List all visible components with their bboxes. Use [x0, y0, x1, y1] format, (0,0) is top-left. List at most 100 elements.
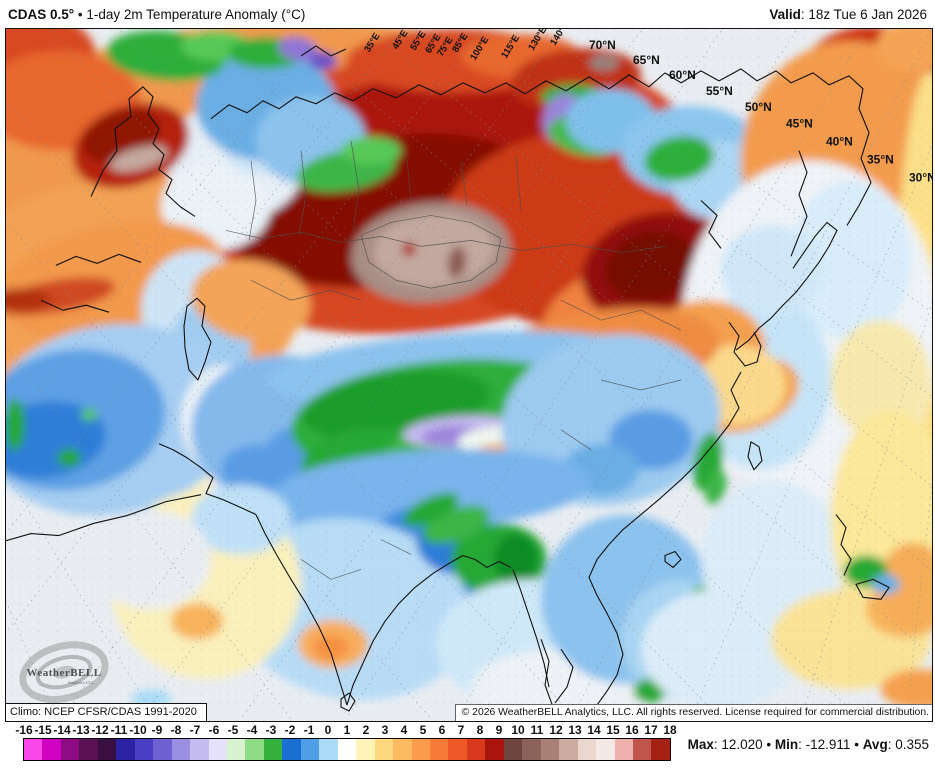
colorbar-cell	[245, 739, 264, 760]
colorbar-cell	[651, 739, 670, 760]
min-label: Min	[774, 737, 799, 752]
border-path	[350, 140, 360, 231]
latitude-label: 70°N	[589, 38, 616, 52]
colorbar-tick: -14	[53, 723, 71, 737]
graticule-line	[6, 30, 322, 435]
colorbar-cell	[559, 739, 578, 760]
coastline-path	[664, 550, 682, 568]
colorbar-tick: 0	[324, 723, 332, 737]
colorbar-tick-labels: -16 -15 -14 -13 -12 -11 -10 -9 -8 -7 -6 -5 -4 -3 -2 -1 0…	[15, 723, 676, 737]
colorbar-cell	[540, 739, 560, 760]
coastline-path	[300, 45, 347, 57]
border-path	[515, 155, 522, 211]
colorbar-tick: -3	[265, 723, 277, 737]
latitude-label: 45°N	[786, 117, 813, 131]
colorbar-tick: -9	[151, 723, 163, 737]
admin-borders	[225, 140, 682, 580]
avg-label: Avg	[862, 737, 888, 752]
colorbar-cell	[116, 739, 135, 760]
coastline-path	[512, 569, 550, 688]
colorbar-tick: 2	[362, 723, 370, 737]
colorbar-tick: 7	[457, 723, 465, 737]
colorbar-cell	[429, 739, 449, 760]
header-bar: CDAS 0.5° • 1-day 2m Temperature Anomaly…	[0, 0, 935, 28]
colorbar-cell	[632, 739, 652, 760]
latitude-label: 65°N	[633, 53, 660, 67]
coastline-path	[352, 72, 666, 102]
map-frame: 70°N65°N60°N55°N50°N45°N40°N35°N30°N35°E…	[5, 28, 933, 722]
colorbar-cell	[319, 739, 338, 760]
colorbar-tick: 16	[625, 723, 639, 737]
avg-value: : 0.355	[887, 737, 929, 752]
border-path	[248, 160, 257, 241]
min-value: : -12.911	[798, 737, 851, 752]
colorbar-tick: -1	[303, 723, 315, 737]
colorbar-cell	[596, 739, 615, 760]
coastline-path	[540, 639, 554, 708]
colorbar-tick: 5	[419, 723, 427, 737]
coastline-path	[608, 371, 742, 545]
colorbar-tick: 6	[438, 723, 446, 737]
colorbar-tick: -4	[246, 723, 258, 737]
stats-sep: •	[850, 737, 863, 752]
max-value: : 12.020	[713, 737, 763, 752]
copyright-note: © 2026 WeatherBELL Analytics, LLC. All r…	[454, 704, 932, 721]
colorbar-tick: -12	[91, 723, 109, 737]
colorbar-tick: 11	[530, 723, 544, 737]
border-path	[600, 379, 682, 391]
colorbar-tick: 14	[587, 723, 601, 737]
graticule-line	[6, 345, 292, 720]
title-separator: •	[74, 6, 87, 22]
colorbar-cell	[171, 739, 191, 760]
graticule	[6, 30, 932, 720]
colorbar-cell	[448, 739, 467, 760]
colorbar-cell	[226, 739, 246, 760]
colorbar-cell	[356, 739, 375, 760]
climo-note: Climo: NCEP CFSR/CDAS 1991-2020	[6, 703, 207, 721]
colorbar-tick: -8	[170, 723, 182, 737]
logo-swirl-core	[53, 665, 75, 679]
colorbar-cell	[300, 739, 320, 760]
colorbar-cell	[24, 739, 43, 760]
logo-subtitle: Analytics LLC	[68, 680, 95, 685]
colorbar-tick: -2	[284, 723, 296, 737]
model-name: CDAS 0.5°	[8, 6, 75, 22]
logo-swirl-outer	[19, 641, 109, 703]
graticule-line	[6, 472, 157, 720]
latitude-label: 35°N	[867, 153, 894, 167]
latitude-label: 55°N	[706, 84, 733, 98]
coastline-path	[664, 68, 872, 226]
graticule-line	[200, 30, 932, 657]
graticule-line	[6, 220, 432, 720]
coastline-path	[462, 554, 512, 568]
colorbar-cell	[208, 739, 227, 760]
coastline-path	[55, 253, 142, 266]
colorbar-tick: 18	[663, 723, 677, 737]
colorbar-cell	[466, 739, 486, 760]
coastline-path	[747, 441, 763, 471]
colorbar-tick: 15	[606, 723, 620, 737]
border-path	[460, 160, 468, 206]
border-path	[298, 150, 307, 236]
product-name: 1-day 2m Temperature Anomaly (°C)	[86, 6, 306, 22]
coastline-path	[183, 297, 212, 381]
graticule-line	[6, 100, 577, 720]
valid-time: Valid: 18z Tue 6 Jan 2026	[769, 7, 927, 22]
coastline-path	[158, 443, 257, 516]
coastline-path	[90, 86, 196, 217]
colorbar-tick: 4	[400, 723, 408, 737]
colorbar-tick: -10	[129, 723, 147, 737]
colorbar-tick: -5	[227, 723, 239, 737]
colorbar-tick: 1	[343, 723, 351, 737]
colorbar-cell	[337, 739, 357, 760]
logo-name: WeatherBELL	[26, 667, 101, 679]
coastline-path	[588, 544, 624, 706]
coastline-path	[255, 514, 348, 706]
colorbar-cell	[485, 739, 504, 760]
valid-label: Valid	[769, 6, 801, 22]
colorbar-cell	[282, 739, 301, 760]
colorbar-cell	[393, 739, 412, 760]
coastline-path	[210, 92, 354, 120]
coastline-path	[855, 578, 890, 600]
stats-readout: Max: 12.020 • Min: -12.911 • Avg: 0.355	[688, 737, 929, 752]
